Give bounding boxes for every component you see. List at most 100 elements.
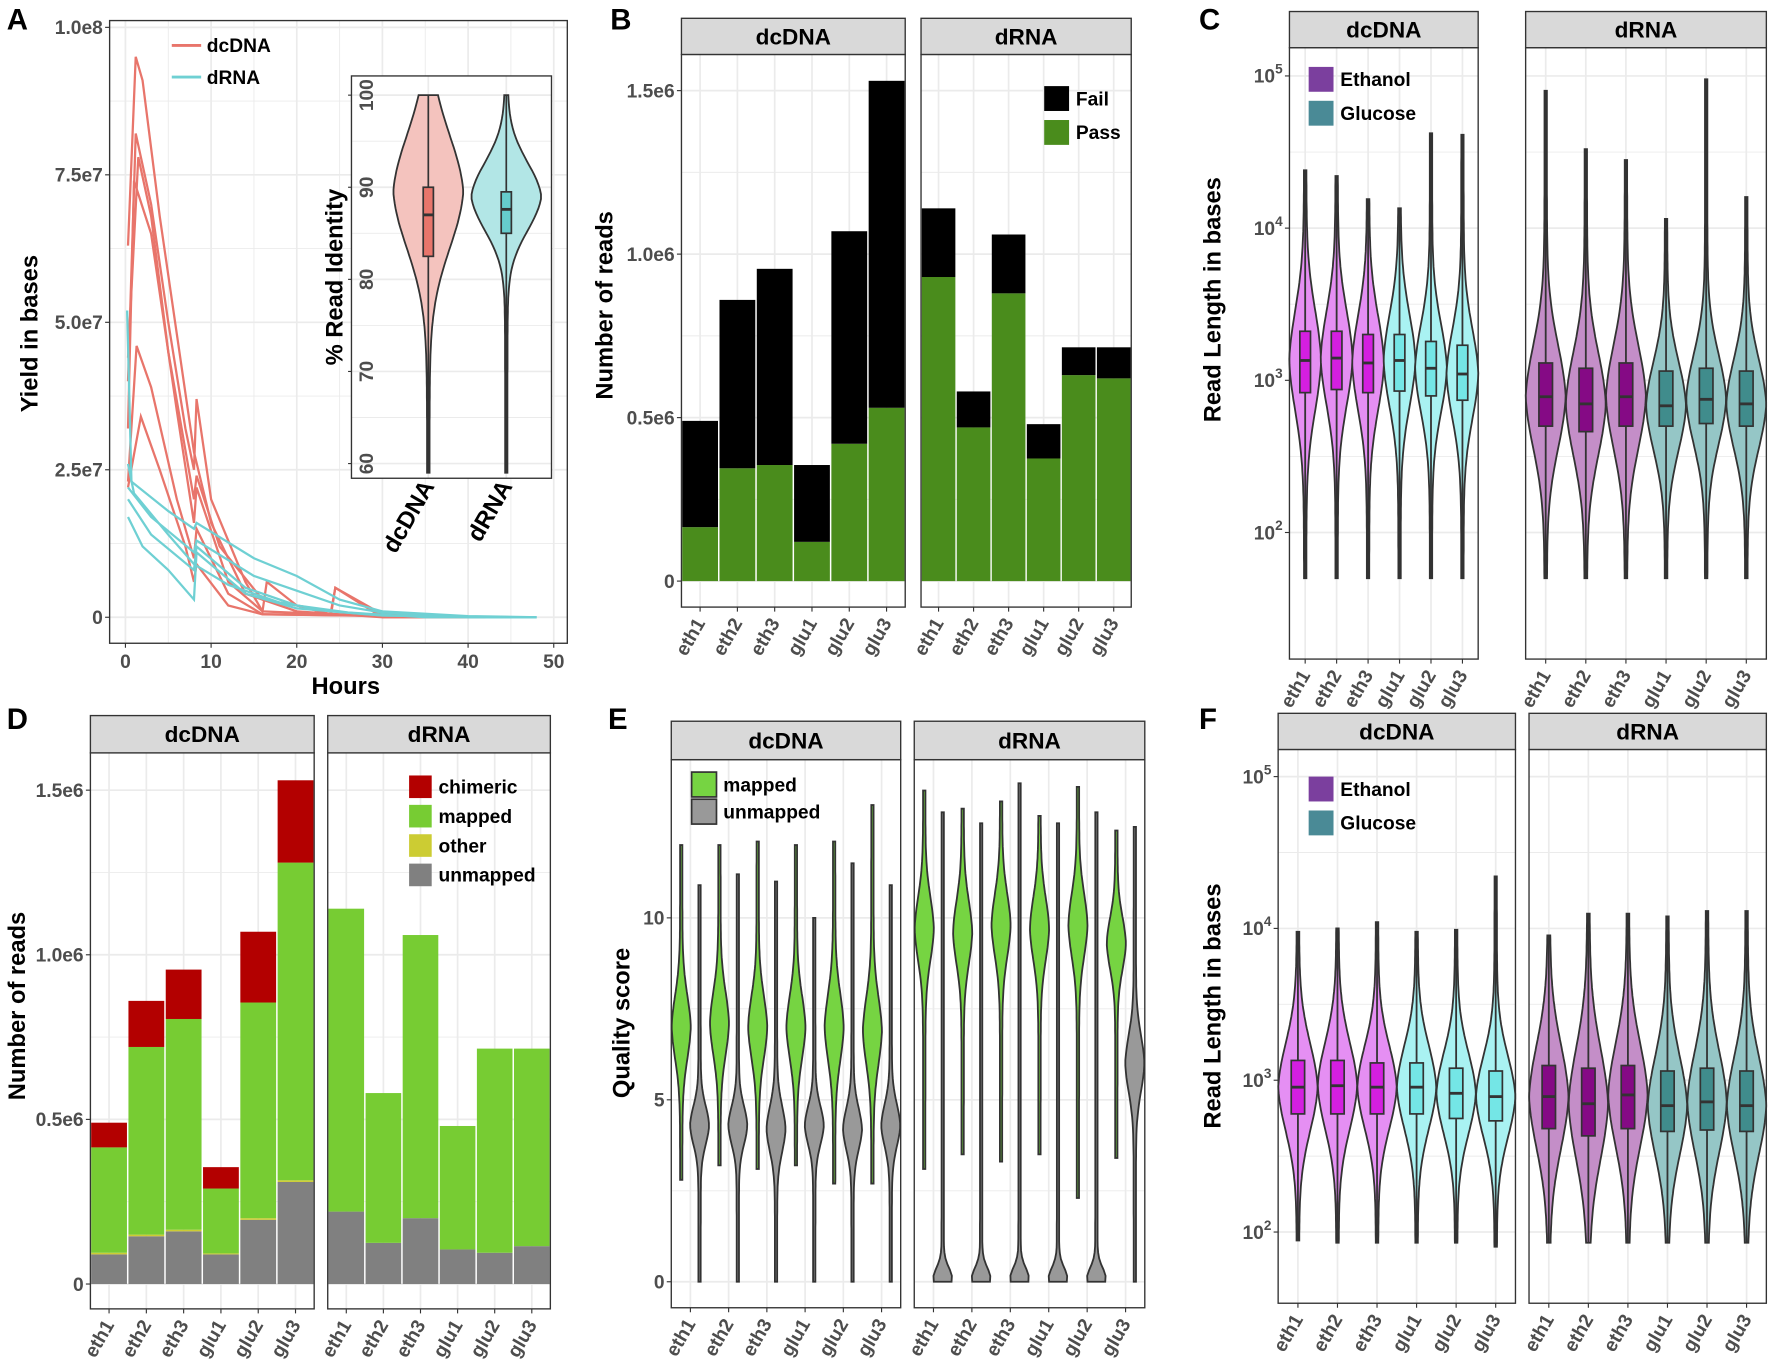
facet-dcDNA — [1288, 47, 1480, 660]
bar-unmapped — [203, 1254, 239, 1285]
box — [1739, 1070, 1755, 1133]
box — [1580, 1067, 1596, 1137]
x-tick-label: glu1 — [1372, 667, 1410, 712]
y-axis-label: Read Length in bases — [1201, 177, 1227, 422]
box — [1738, 370, 1754, 427]
x-tick-label: eth3 — [981, 615, 1019, 660]
x-tick-label: 40 — [457, 652, 478, 673]
bar-other — [128, 1234, 165, 1237]
bar-Fail — [991, 234, 1026, 294]
x-tick-label: eth1 — [911, 615, 949, 660]
bar-mapped — [165, 1018, 202, 1230]
bar-other — [240, 1218, 277, 1220]
bar-Pass — [868, 407, 905, 582]
x-tick-label: glu3 — [1086, 615, 1124, 660]
bar-unmapped — [165, 1231, 202, 1285]
panel-letter: F — [1199, 703, 1217, 736]
x-tick-label: glu1 — [777, 1315, 815, 1360]
y-axis-label: Number of reads — [593, 211, 619, 399]
legend-swatch — [409, 834, 432, 857]
bar-other — [203, 1253, 239, 1255]
bar-Fail — [868, 80, 905, 408]
bar-Fail — [756, 268, 793, 466]
x-tick-label: glu3 — [859, 615, 897, 660]
x-tick-label: eth1 — [662, 1315, 700, 1360]
box — [1578, 367, 1594, 433]
y-tick-label: 60 — [357, 453, 378, 474]
x-tick-label: glu3 — [1434, 667, 1472, 712]
violin-unmapped — [803, 916, 825, 1283]
x-tick-label: eth3 — [1349, 1311, 1387, 1356]
x-tick-label: glu2 — [1679, 1311, 1717, 1356]
bar-other — [91, 1252, 127, 1255]
violin-mapped — [747, 840, 769, 1170]
y-axis-label: Read Length in bases — [1201, 883, 1227, 1128]
facet-strip-label: dRNA — [408, 722, 471, 747]
bar-unmapped — [365, 1242, 402, 1285]
y-tick-label: 1.5e6 — [627, 81, 675, 102]
violin-mapped — [990, 800, 1012, 1163]
x-tick-label: 20 — [286, 652, 307, 673]
bar-Pass — [794, 541, 830, 582]
x-tick-label: eth2 — [1309, 667, 1347, 712]
legend-label: dRNA — [207, 68, 260, 89]
x-tick-label: eth2 — [1560, 1311, 1598, 1356]
facet-dRNA — [1524, 47, 1768, 660]
legend-label: Glucose — [1340, 814, 1416, 835]
violin-unmapped — [1009, 782, 1030, 1283]
legend-label: unmapped — [438, 866, 535, 887]
y-tick-label: 104 — [1254, 214, 1283, 240]
bar-Pass — [682, 527, 718, 582]
x-tick-label: glu1 — [784, 615, 822, 660]
panel-letter: A — [7, 4, 28, 37]
x-tick-label: glu3 — [1719, 1311, 1757, 1356]
y-tick-label: 1.5e6 — [36, 781, 84, 802]
x-tick-label: eth1 — [1521, 1311, 1559, 1356]
bar-mapped — [277, 862, 314, 1181]
bar-unmapped — [402, 1218, 439, 1285]
box — [1699, 1067, 1715, 1131]
bar-mapped — [203, 1188, 239, 1254]
panel-a-plot — [109, 20, 568, 644]
violin-unmapped — [932, 811, 953, 1283]
box — [1620, 1064, 1636, 1130]
x-tick-label: eth2 — [1310, 1311, 1348, 1356]
bar-Pass — [831, 443, 868, 582]
box — [1659, 1070, 1676, 1133]
x-tick-label: glu3 — [854, 1316, 892, 1361]
box — [1538, 362, 1554, 427]
x-tick-label: eth2 — [709, 615, 747, 660]
y-tick-label: 0 — [73, 1275, 84, 1296]
violin-mapped — [1105, 829, 1127, 1159]
inset-frame — [350, 75, 553, 479]
violin-mapped — [785, 844, 807, 1167]
x-tick-label: eth2 — [944, 1316, 982, 1361]
bar-Fail — [956, 391, 991, 428]
bar-unmapped — [240, 1219, 277, 1285]
legend-label: dcDNA — [207, 36, 271, 57]
bar-Pass — [1096, 378, 1131, 582]
bar-mapped — [365, 1093, 402, 1243]
x-tick-label: glu2 — [1059, 1316, 1097, 1361]
inset-plot — [351, 75, 552, 479]
x-tick-label: eth1 — [906, 1315, 944, 1360]
bar-unmapped — [513, 1246, 550, 1285]
bar-Fail — [794, 465, 830, 542]
box — [1329, 1059, 1346, 1115]
legend-swatch — [1308, 776, 1334, 802]
facet-strip — [1524, 10, 1768, 49]
facet-strip-label: dcDNA — [1359, 719, 1434, 744]
series-line-dRNA — [126, 463, 503, 619]
y-tick-label: 1.0e6 — [36, 946, 84, 967]
bar-other — [277, 1180, 314, 1182]
y-tick-label: 1.0e6 — [627, 245, 675, 266]
y-tick-label: 0.5e6 — [36, 1110, 84, 1131]
x-tick-label: eth2 — [946, 615, 984, 660]
y-axis-label: % Read Identity — [322, 188, 348, 365]
bar-Pass — [756, 465, 793, 582]
bar-Fail — [1096, 347, 1131, 379]
y-tick-label: 102 — [1254, 518, 1283, 544]
facet-strip — [670, 720, 902, 761]
x-tick-label: eth3 — [982, 1316, 1020, 1361]
x-tick-label: eth1 — [1270, 1311, 1308, 1356]
